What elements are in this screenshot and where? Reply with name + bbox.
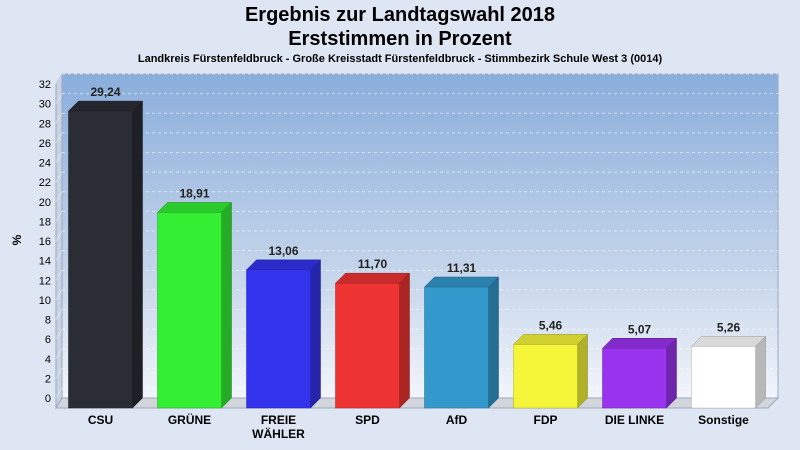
chart-caption: Landkreis Fürstenfeldbruck - Große Kreis… — [137, 53, 663, 65]
bar-top — [156, 202, 233, 213]
data-label: 13,06 — [268, 244, 298, 258]
bar-top — [512, 334, 589, 345]
gridline-side — [55, 348, 63, 360]
x-tick-label: GRÜNE — [168, 412, 211, 427]
bar — [157, 212, 222, 409]
y-tick-label: 10 — [39, 295, 51, 307]
y-tick-label: 16 — [39, 236, 51, 248]
bar-top — [690, 336, 767, 347]
data-label: 29,24 — [90, 85, 120, 99]
bar-side — [488, 276, 499, 409]
bar-top — [334, 272, 411, 284]
bar-side — [132, 100, 143, 409]
bar — [424, 286, 489, 409]
bar-top — [67, 100, 144, 112]
y-tick-label: 22 — [39, 177, 51, 189]
bar-top — [601, 338, 678, 349]
bar-side — [399, 272, 410, 409]
gridline-side — [55, 250, 63, 261]
data-label: 5,46 — [539, 318, 563, 332]
gridline-side — [55, 191, 63, 203]
y-tick-label: 32 — [39, 79, 51, 91]
chart-title: Ergebnis zur Landtagswahl 2018 — [244, 4, 556, 26]
y-tick-label: 4 — [45, 354, 51, 366]
gridline-side — [55, 93, 63, 104]
data-label: 11,31 — [447, 261, 477, 275]
gridline-side — [55, 132, 63, 144]
x-tick-label: SPD — [355, 413, 380, 427]
y-tick-label: 14 — [39, 256, 51, 268]
x-tick-label: WÄHLER — [252, 426, 305, 441]
bar-side — [755, 335, 766, 409]
gridline-side — [55, 171, 63, 183]
bar — [691, 346, 756, 409]
data-label: 5,26 — [717, 320, 741, 334]
x-tick-label: CSU — [88, 413, 113, 427]
chart-subtitle: Erststimmen in Prozent — [288, 28, 512, 50]
x-tick-label: DIE LINKE — [605, 413, 664, 427]
bar — [335, 282, 400, 409]
gridline-side — [55, 269, 63, 281]
data-label: 5,07 — [628, 322, 652, 336]
gridline-side — [55, 73, 63, 85]
y-tick-label: 12 — [39, 275, 51, 287]
bar-side — [577, 333, 588, 409]
y-tick-label: 0 — [45, 393, 51, 405]
gridline-side — [55, 289, 63, 301]
x-tick-label: AfD — [446, 413, 468, 427]
y-tick-label: 2 — [45, 373, 51, 385]
y-tick-label: 24 — [39, 158, 51, 170]
x-tick-label: FDP — [534, 413, 558, 427]
bar — [68, 110, 133, 409]
bar-side — [666, 337, 677, 409]
y-tick-label: 26 — [39, 138, 51, 150]
y-tick-label: 30 — [39, 99, 51, 111]
y-tick-label: 20 — [39, 197, 51, 209]
x-tick-label: FREIE — [261, 413, 296, 427]
gridline-side — [55, 387, 63, 399]
gridline-side — [55, 211, 63, 222]
y-tick-label: 18 — [39, 216, 51, 228]
gridline-side — [55, 152, 63, 163]
bar — [246, 269, 311, 409]
bar — [602, 348, 667, 409]
y-tick-label: 8 — [45, 315, 51, 327]
bar-side — [221, 201, 232, 409]
gridline-side — [55, 112, 63, 124]
bar-top — [245, 259, 322, 271]
y-tick-label: 6 — [45, 334, 51, 346]
gridline-side — [55, 368, 63, 379]
gridline-side — [55, 328, 63, 340]
gridline-side — [55, 309, 63, 320]
x-tick-label: Sonstige — [698, 413, 749, 427]
gridline-side — [55, 230, 63, 242]
bar — [513, 344, 578, 409]
data-label: 11,70 — [358, 257, 388, 271]
bar-side — [310, 259, 321, 409]
bar-top — [423, 276, 500, 288]
y-axis-label: % — [10, 234, 24, 245]
data-label: 18,91 — [179, 186, 209, 200]
y-tick-label: 28 — [39, 118, 51, 130]
